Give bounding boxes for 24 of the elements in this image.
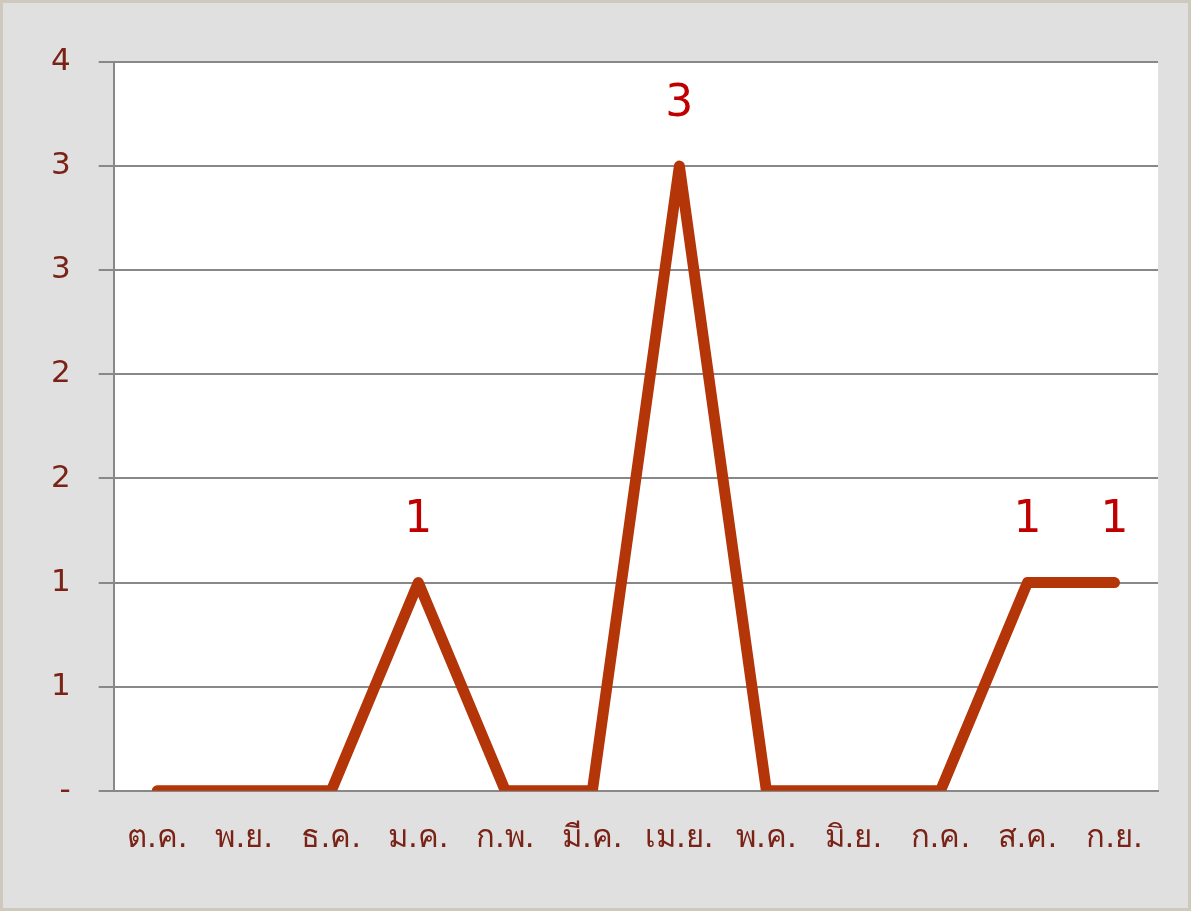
x-tick-label: เม.ย.	[645, 818, 714, 855]
x-tick-label: มี.ค.	[561, 818, 623, 855]
y-tick-label: 2	[50, 353, 71, 390]
y-tick-label: 2	[50, 457, 71, 494]
x-tick-label: พ.ย.	[215, 818, 274, 855]
x-tick-label: ส.ค.	[997, 818, 1058, 855]
y-tick-label: -	[59, 769, 71, 806]
data-label: 1	[404, 491, 433, 543]
x-tick-label: ก.พ.	[475, 818, 535, 855]
y-tick-label: 1	[50, 561, 71, 598]
x-tick-label: ต.ค.	[126, 818, 188, 855]
y-tick-label: 3	[50, 145, 71, 182]
data-label: 1	[1100, 491, 1129, 543]
y-tick-label: 3	[50, 249, 71, 286]
x-tick-label: ก.ค.	[910, 818, 971, 855]
x-tick-label: มิ.ย.	[824, 818, 883, 855]
x-tick-label: พ.ค.	[736, 818, 797, 855]
x-tick-label: ม.ค.	[387, 818, 449, 855]
x-tick-label: ก.ย.	[1086, 818, 1143, 855]
y-tick-label: 4	[50, 41, 71, 78]
data-label: 3	[665, 74, 694, 126]
x-tick-label: ธ.ค.	[301, 818, 362, 855]
data-label: 1	[1013, 491, 1042, 543]
y-tick-label: 1	[50, 665, 71, 702]
